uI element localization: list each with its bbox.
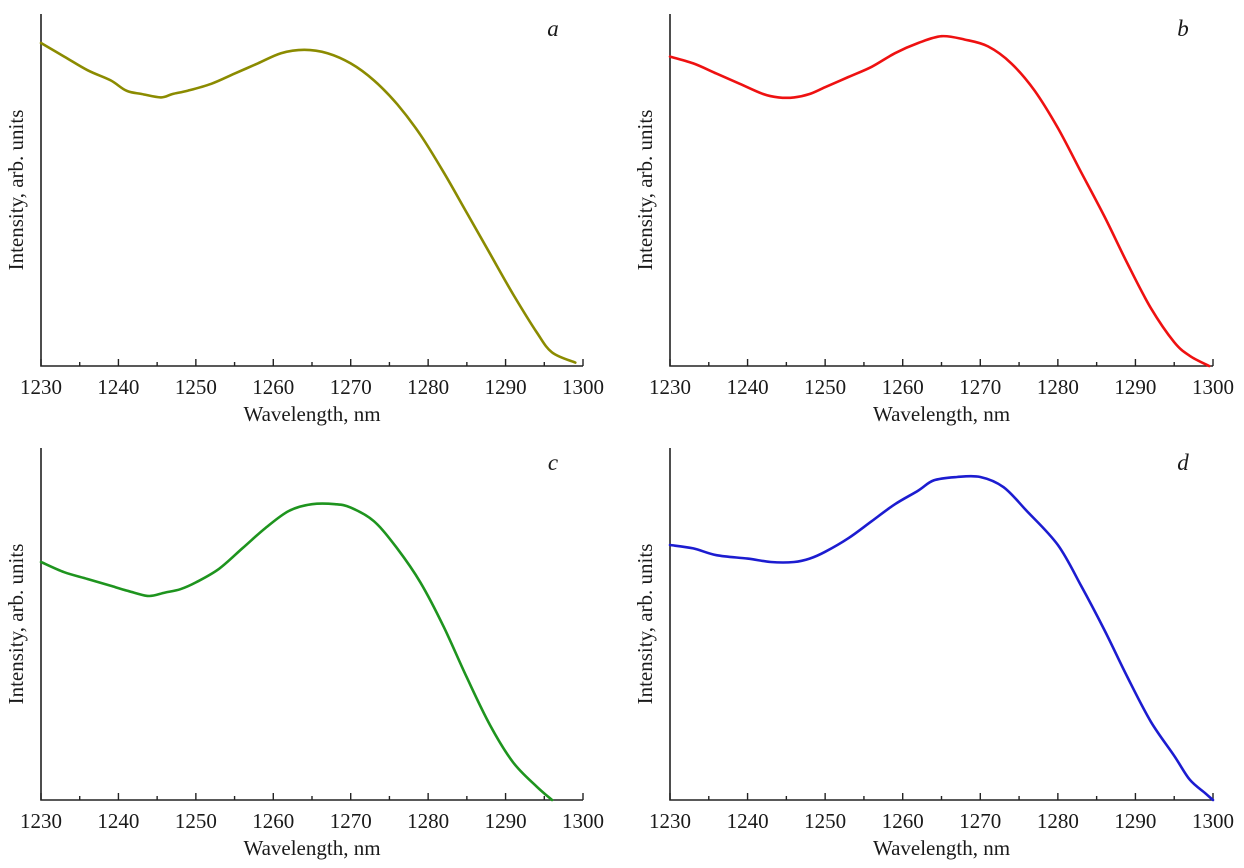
x-tick-label: 1240 xyxy=(727,809,769,833)
spectrum-line-b xyxy=(668,34,1211,368)
x-tick-label: 1250 xyxy=(175,809,217,833)
x-tick-label: 1250 xyxy=(804,809,846,833)
x-axis-label: Wavelength, nm xyxy=(873,402,1010,426)
x-tick-label: 1240 xyxy=(97,809,139,833)
axis-lines xyxy=(40,14,583,367)
panel-c: 1230 1240 1250 1260 1270 1280 1290 1300 Waveleng… xyxy=(4,448,604,860)
panel-a: 1230 1240 1250 1260 1270 1280 1290 1300 Waveleng… xyxy=(4,14,604,426)
x-tick-label: 1250 xyxy=(804,375,846,399)
x-tick-label: 1300 xyxy=(562,809,604,833)
spectrum-line-a xyxy=(39,41,577,364)
x-tick-label: 1290 xyxy=(1114,375,1156,399)
x-tick-label: 1260 xyxy=(252,375,294,399)
panel-letter: d xyxy=(1177,450,1189,475)
x-tick-label: 1250 xyxy=(175,375,217,399)
x-tick-label: 1290 xyxy=(485,809,527,833)
x-tick-label: 1300 xyxy=(562,375,604,399)
y-axis-label: Intensity, arb. units xyxy=(633,110,657,271)
panel-d: 1230 1240 1250 1260 1270 1280 1290 1300 Waveleng… xyxy=(633,448,1234,860)
x-tick-label: 1230 xyxy=(649,375,691,399)
axis-lines xyxy=(669,448,1213,801)
x-tick-label: 1230 xyxy=(649,809,691,833)
y-axis-label: Intensity, arb. units xyxy=(633,544,657,705)
x-axis-label: Wavelength, nm xyxy=(873,836,1010,860)
x-tick-label: 1290 xyxy=(485,375,527,399)
x-tick-label: 1230 xyxy=(20,375,62,399)
x-tick-label: 1280 xyxy=(407,809,449,833)
x-tick-label: 1240 xyxy=(727,375,769,399)
x-tick-label: 1230 xyxy=(20,809,62,833)
x-tick-label: 1270 xyxy=(330,809,372,833)
x-axis-label: Wavelength, nm xyxy=(243,402,380,426)
x-tick-label: 1270 xyxy=(330,375,372,399)
x-axis-label: Wavelength, nm xyxy=(243,836,380,860)
y-axis-label: Intensity, arb. units xyxy=(4,110,28,271)
spectrum-line-c xyxy=(39,502,554,802)
x-tick-label: 1260 xyxy=(252,809,294,833)
x-tick-label: 1260 xyxy=(882,809,924,833)
x-tick-label: 1280 xyxy=(1037,809,1079,833)
panel-letter: a xyxy=(547,16,559,41)
panel-letter: b xyxy=(1177,16,1189,41)
x-tick-label: 1270 xyxy=(959,809,1001,833)
x-tick-label: 1300 xyxy=(1192,809,1234,833)
x-tick-label: 1280 xyxy=(1037,375,1079,399)
axis-lines xyxy=(669,14,1213,367)
x-tick-label: 1270 xyxy=(959,375,1001,399)
spectrum-line-d xyxy=(668,474,1215,802)
y-axis-label: Intensity, arb. units xyxy=(4,544,28,705)
x-tick-label: 1260 xyxy=(882,375,924,399)
x-tick-label: 1280 xyxy=(407,375,449,399)
x-tick-label: 1290 xyxy=(1114,809,1156,833)
x-tick-label: 1300 xyxy=(1192,375,1234,399)
x-tick-label: 1240 xyxy=(97,375,139,399)
panel-b: 1230 1240 1250 1260 1270 1280 1290 1300 Waveleng… xyxy=(633,14,1234,426)
panel-letter: c xyxy=(548,450,558,475)
